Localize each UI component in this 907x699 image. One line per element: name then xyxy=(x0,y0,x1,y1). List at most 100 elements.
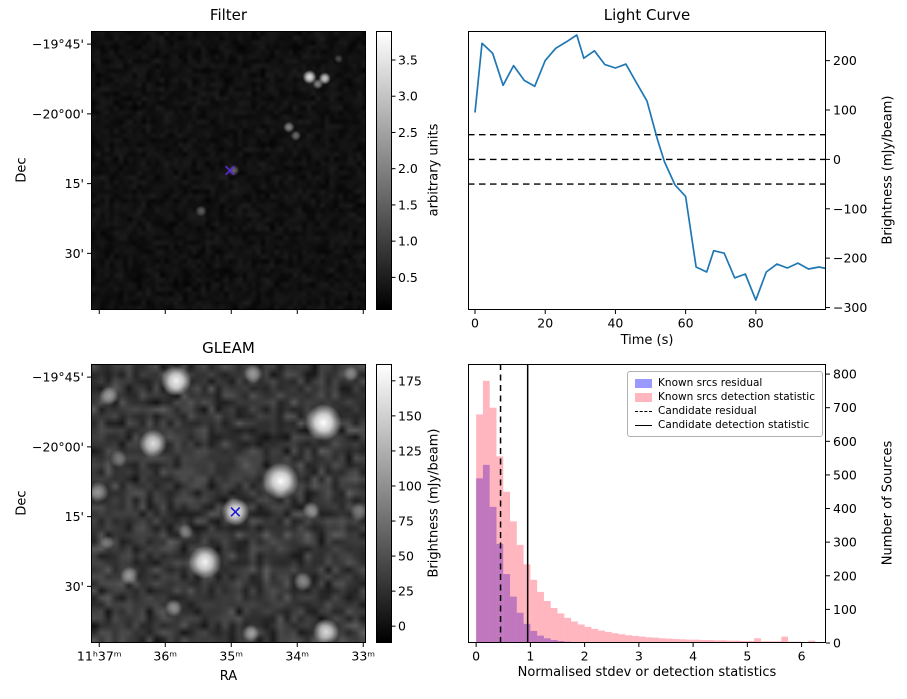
histogram-ytick-label: 300 xyxy=(833,535,857,550)
hist-bar-detection xyxy=(713,640,721,643)
histogram-ytick-label: 800 xyxy=(833,367,857,382)
histogram-ytick-label: 600 xyxy=(833,434,857,449)
legend-item-candidate-residual: Candidate residual xyxy=(635,404,815,418)
light-curve-ytick-label: 0 xyxy=(833,152,841,167)
filter-colorbar-label: arbitrary units xyxy=(426,123,442,217)
gleam-colorbar xyxy=(376,364,392,643)
hist-bar-residual xyxy=(543,638,551,643)
pink-patch-swatch xyxy=(635,392,653,402)
legend: Known srcs residual Known srcs detection… xyxy=(627,371,823,437)
hist-bar-detection xyxy=(530,579,538,643)
gleam-cbar-tick-label: 75 xyxy=(398,514,414,529)
hist-bar-detection xyxy=(699,639,707,643)
gleam-cbar-tick-label: 125 xyxy=(398,443,422,458)
hist-bar-detection xyxy=(754,638,761,643)
hist-bar-residual xyxy=(510,596,517,643)
filter-cbar-tick-label: 1.0 xyxy=(398,234,418,249)
hist-bar-detection xyxy=(733,640,741,643)
filter-cbar-tick-label: 2.0 xyxy=(398,161,418,176)
filter-ytick-label: −19°45' xyxy=(32,37,84,52)
hist-bar-detection xyxy=(632,635,639,643)
hist-bar-detection xyxy=(537,591,544,643)
hist-bar-residual xyxy=(550,639,558,643)
light-curve-xtick-label: 40 xyxy=(607,316,623,331)
filter-ytick-label: 15' xyxy=(65,176,84,191)
histogram-ytick-label: 200 xyxy=(833,568,857,583)
hist-bar-detection xyxy=(625,635,633,643)
histogram-xtick-label: 2 xyxy=(581,649,589,664)
histogram-ytick-label: 100 xyxy=(833,602,857,617)
legend-item-candidate-detection: Candidate detection statistic xyxy=(635,418,815,432)
hist-bar-detection xyxy=(476,414,483,643)
hist-bar-detection xyxy=(564,617,572,643)
gleam-cbar-tick-label: 0 xyxy=(398,619,406,634)
hist-bar-detection xyxy=(482,380,490,643)
hist-bar-detection xyxy=(740,640,748,643)
light-curve-spine xyxy=(468,31,826,310)
hist-bar-residual xyxy=(496,543,504,643)
histogram-xtick-label: 1 xyxy=(526,649,534,664)
light-curve-title: Light Curve xyxy=(603,6,691,24)
hist-bar-detection xyxy=(679,639,687,643)
hist-bar-detection xyxy=(604,631,612,643)
filter-cbar-tick-label: 3.0 xyxy=(398,89,418,104)
gleam-ytick-label: 15' xyxy=(65,509,84,524)
gleam-xtick-label: 36ᵐ xyxy=(153,649,177,664)
hist-bar-detection xyxy=(652,637,660,643)
hist-bar-detection xyxy=(808,640,816,643)
dashed-line-swatch xyxy=(635,410,653,412)
hist-bar-detection xyxy=(794,641,802,643)
gleam-xtick-label: 34ᵐ xyxy=(285,649,309,664)
filter-cbar-tick-label: 0.5 xyxy=(398,270,418,285)
histogram-ytick-label: 0 xyxy=(833,636,841,651)
hist-bar-residual xyxy=(482,464,490,643)
legend-item-known-residual: Known srcs residual xyxy=(635,376,815,390)
filter-ytick-label: 30' xyxy=(65,246,84,261)
filter-colorbar xyxy=(376,31,392,310)
hist-bar-detection xyxy=(781,636,789,643)
histogram-xtick-label: 6 xyxy=(798,649,806,664)
hist-bar-detection xyxy=(557,613,565,643)
gleam-cbar-tick-label: 100 xyxy=(398,478,422,493)
histogram-ytick-label: 700 xyxy=(833,400,857,415)
gleam-xtick-label: 33ᵐ xyxy=(351,649,375,664)
solid-line-swatch xyxy=(635,424,653,426)
gleam-xlabel: RA xyxy=(219,669,238,684)
hist-bar-residual xyxy=(537,635,544,643)
histogram-ytick-label: 400 xyxy=(833,501,857,516)
light-curve-ytick-label: 100 xyxy=(833,103,857,118)
gleam-ytick-label: 30' xyxy=(65,579,84,594)
gleam-ylabel: Dec xyxy=(14,490,30,516)
hist-bar-detection xyxy=(618,634,626,643)
hist-bar-detection xyxy=(550,608,558,643)
hist-bar-detection xyxy=(659,638,666,643)
hist-bar-detection xyxy=(645,637,653,643)
gleam-cbar-tick-label: 175 xyxy=(398,373,422,388)
histogram-xlabel: Normalised stdev or detection statistics xyxy=(517,665,777,680)
filter-title: Filter xyxy=(209,6,248,24)
hist-bar-detection xyxy=(727,640,734,643)
hist-bar-residual xyxy=(523,623,531,643)
hist-bar-detection xyxy=(672,638,680,643)
histogram-ylabel: Number of Sources xyxy=(880,440,896,566)
filter-ytick-label: −20°00' xyxy=(32,106,84,121)
light-curve-ytick-label: −300 xyxy=(833,300,867,315)
filter-cbar-tick-label: 2.5 xyxy=(398,125,418,140)
hist-bar-detection xyxy=(747,640,755,643)
filter-ylabel: Dec xyxy=(14,157,30,183)
hist-bar-detection xyxy=(760,641,768,643)
hist-bar-detection xyxy=(523,564,531,643)
hist-bar-residual xyxy=(489,506,497,643)
light-curve-ytick-label: −100 xyxy=(833,201,867,216)
hist-bar-detection xyxy=(665,638,673,643)
hist-bar-residual xyxy=(516,612,524,643)
hist-bar-detection xyxy=(496,456,504,643)
light-curve-xlabel: Time (s) xyxy=(620,333,674,348)
light-curve-xtick-label: 20 xyxy=(537,316,553,331)
hist-bar-detection xyxy=(510,521,517,643)
hist-bar-detection xyxy=(693,639,700,643)
legend-label: Known srcs residual xyxy=(658,377,763,389)
gleam-title: GLEAM xyxy=(202,339,255,357)
legend-label: Candidate residual xyxy=(658,405,757,417)
